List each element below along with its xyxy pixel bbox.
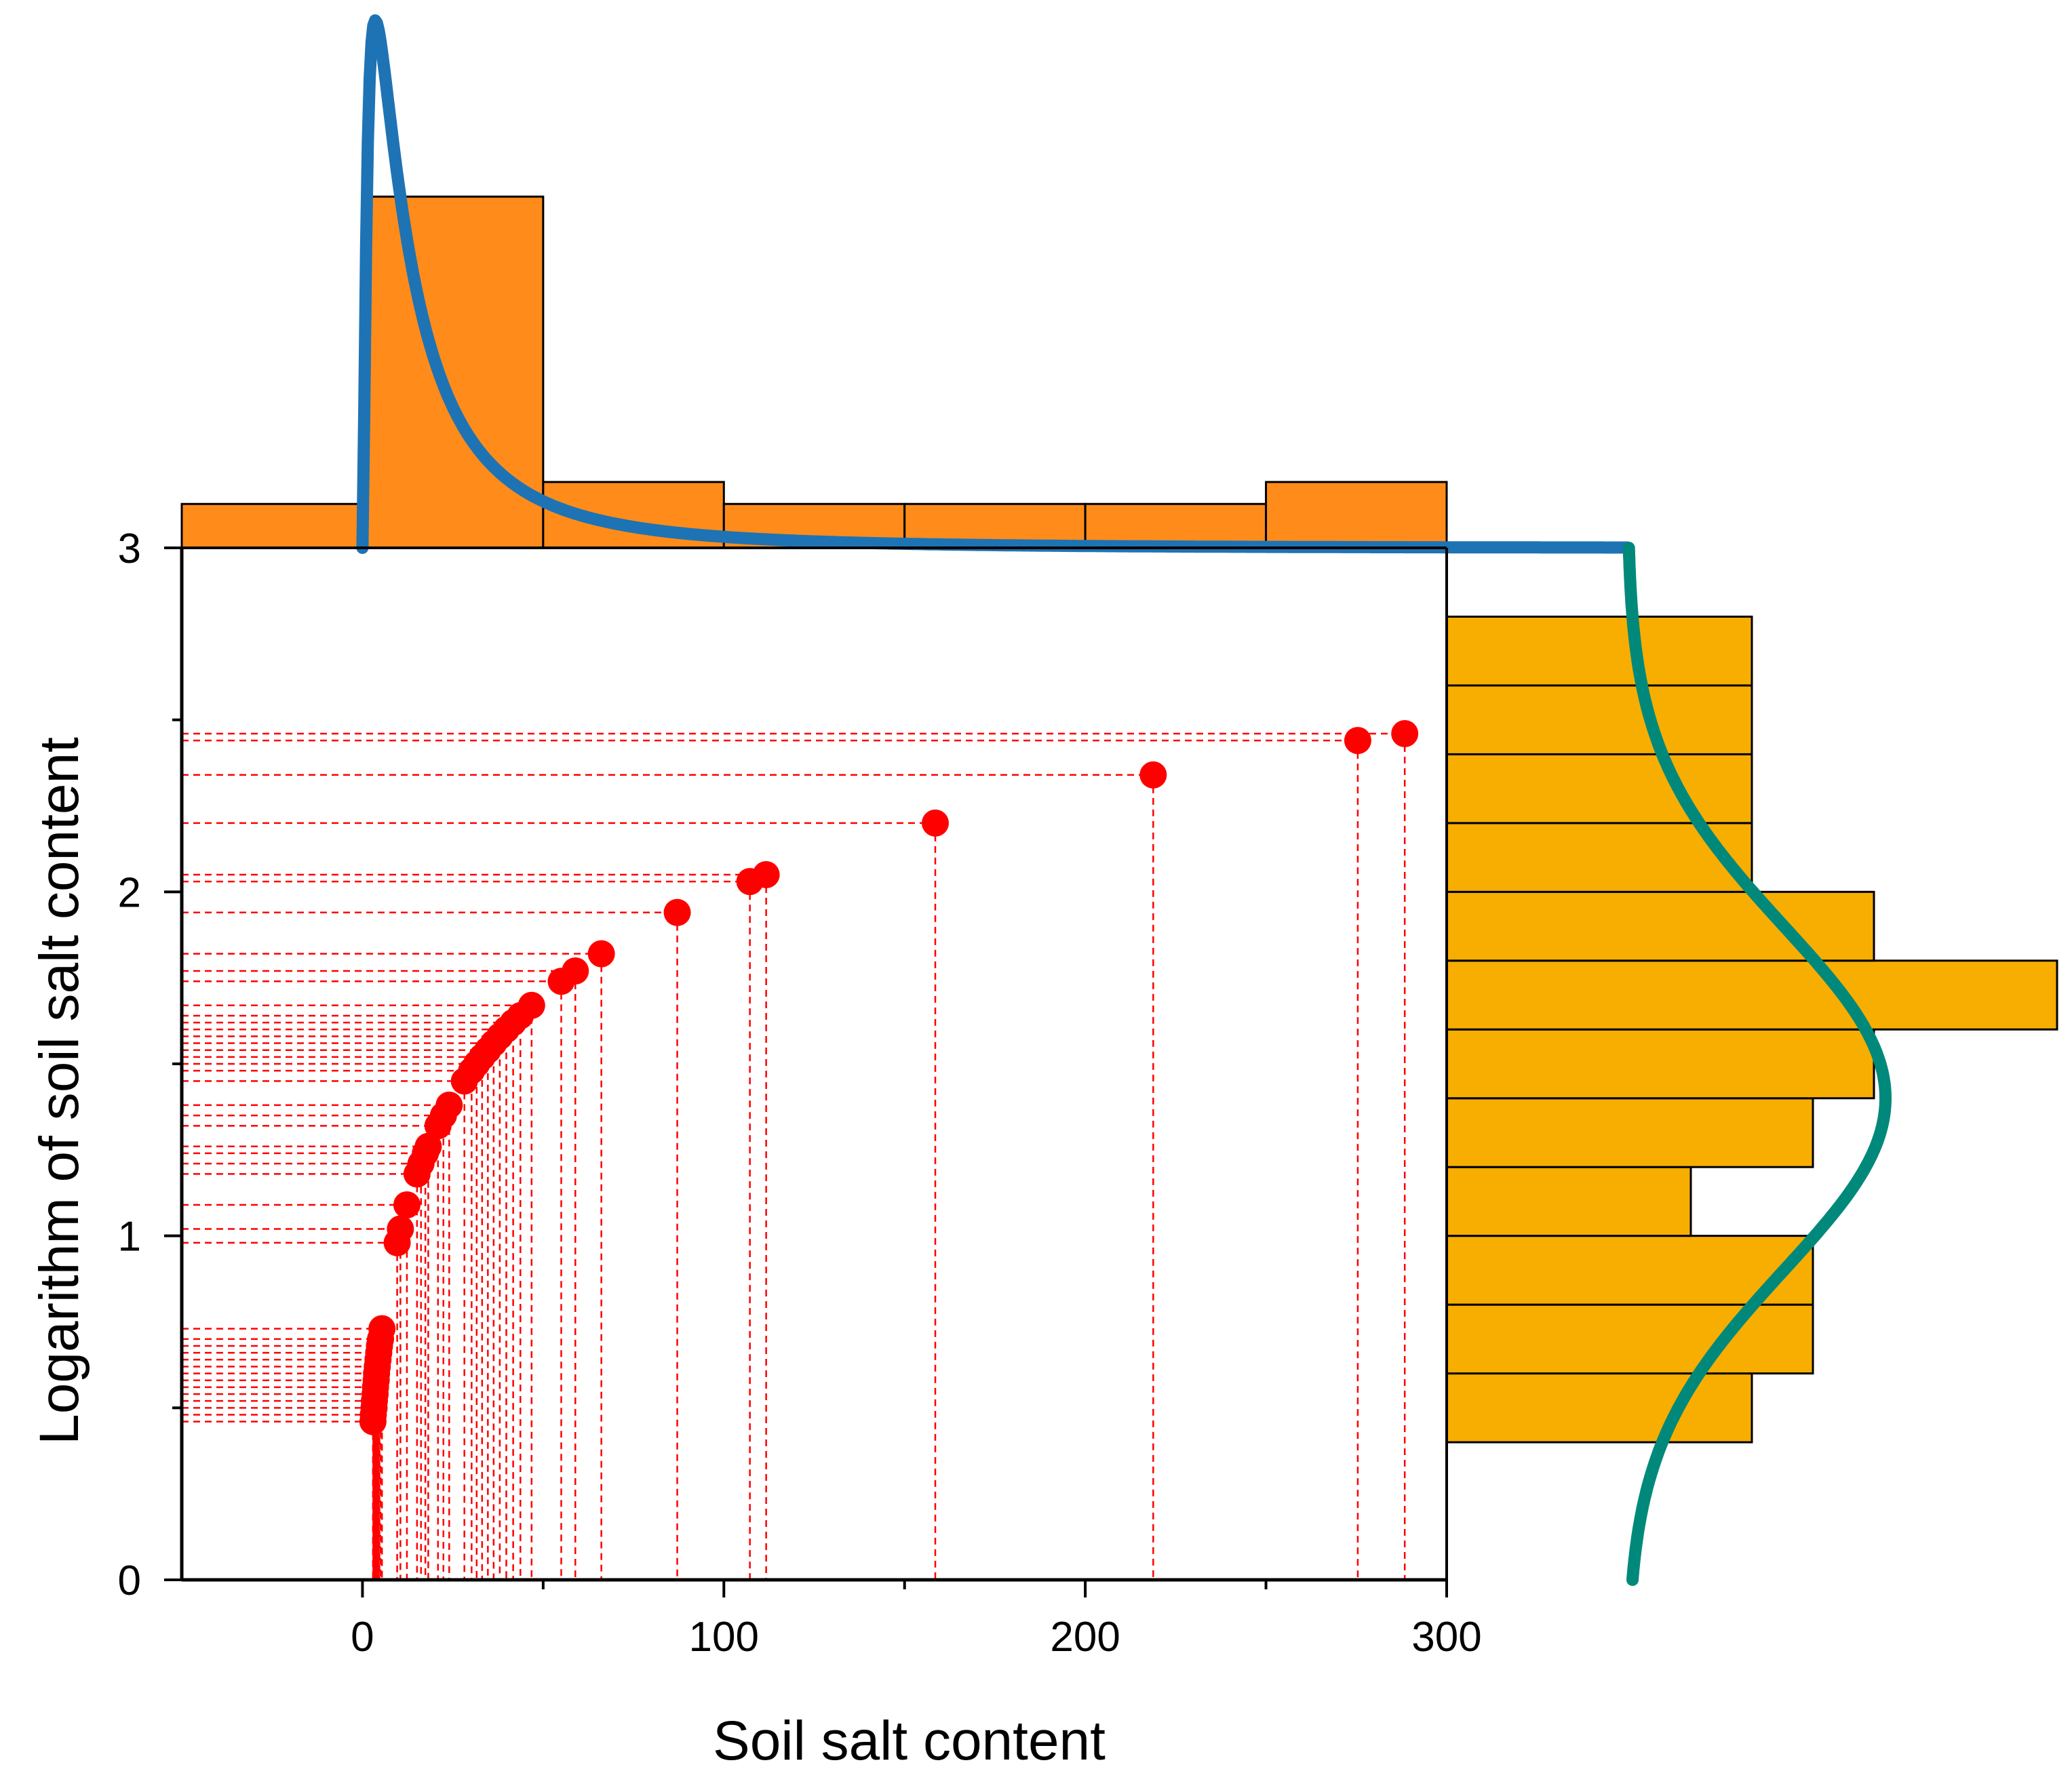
- drop-lines: [182, 732, 1406, 1580]
- right-histogram-bar: [1445, 959, 2058, 1031]
- axis-ticks: 0 100 200 300 0 1 2 3: [118, 525, 1482, 1661]
- x-tick-label: 100: [689, 1614, 759, 1661]
- top-histogram-bar: [361, 195, 545, 549]
- data-point: [1344, 727, 1371, 755]
- x-axis-title: Soil salt content: [713, 1710, 1106, 1772]
- x-tick-label: 0: [351, 1614, 374, 1661]
- data-points: [359, 719, 1419, 1435]
- data-point: [387, 1215, 414, 1243]
- right-density-curve: [1622, 542, 1892, 1586]
- y-axis-title: Logarithm of soil salt content: [28, 737, 90, 1445]
- x-tick-label: 200: [1050, 1614, 1120, 1661]
- data-point: [922, 809, 950, 837]
- x-tick-label: 300: [1411, 1614, 1481, 1661]
- right-histogram: [1445, 615, 2058, 1444]
- right-histogram-bar: [1445, 1028, 1875, 1100]
- y-tick-label: 0: [118, 1557, 141, 1604]
- data-point: [752, 860, 780, 888]
- data-point: [587, 940, 615, 968]
- right-histogram-bar: [1445, 615, 1753, 687]
- right-histogram-bar: [1445, 1303, 1814, 1375]
- data-point: [517, 991, 545, 1019]
- data-point: [1391, 719, 1419, 747]
- y-tick-label: 3: [118, 525, 141, 572]
- data-point: [414, 1132, 442, 1160]
- data-point: [435, 1091, 463, 1119]
- right-histogram-bar: [1445, 1166, 1692, 1237]
- data-point: [1139, 761, 1167, 789]
- top-histogram-bar: [180, 502, 364, 549]
- right-histogram-bar: [1445, 684, 1753, 755]
- top-histogram-bar: [1265, 481, 1448, 549]
- right-histogram-bar: [1445, 1097, 1814, 1168]
- top-density-curve: [356, 14, 1634, 554]
- data-point: [368, 1315, 396, 1343]
- data-point: [562, 957, 589, 985]
- y-tick-label: 1: [118, 1214, 141, 1260]
- right-histogram-bar: [1445, 753, 1753, 825]
- data-point: [663, 898, 691, 926]
- y-tick-label: 2: [118, 869, 141, 916]
- data-point: [393, 1191, 421, 1219]
- right-histogram-bar: [1445, 1372, 1753, 1444]
